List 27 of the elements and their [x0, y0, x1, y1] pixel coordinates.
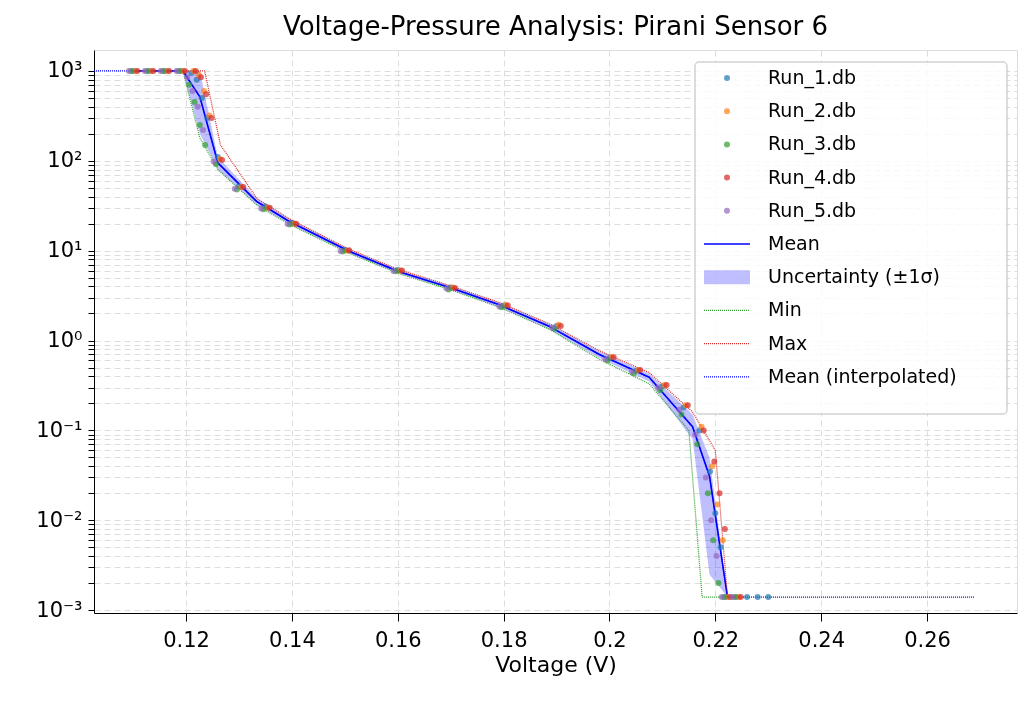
x-tick-label: 0.18: [480, 627, 528, 652]
legend-label: Mean: [768, 232, 820, 254]
y-tick-label: 10⁰: [47, 328, 83, 353]
x-tick-label: 0.22: [692, 627, 740, 652]
y-tick-label: 10²: [47, 148, 83, 173]
x-axis-title: Voltage (V): [495, 651, 617, 677]
y-tick-label: 10⁻¹: [36, 417, 83, 442]
legend-label: Run_1.db: [768, 66, 857, 89]
legend-label: Mean (interpolated): [768, 364, 957, 387]
annotation: Uncertainty (±1σ): [768, 265, 940, 288]
legend-label: Run_4.db: [768, 165, 857, 189]
chart-title: Voltage-Pressure Analysis: Pirani Sensor 6: [282, 11, 829, 41]
legend-label: Run_3.db: [768, 132, 857, 156]
legend-label: Run_5.db: [768, 198, 857, 222]
y-tick-label: 10¹: [47, 238, 83, 263]
legend-label: Max: [768, 331, 808, 354]
x-tick-label: 0.24: [798, 627, 846, 652]
x-tick-label: 0.16: [374, 627, 422, 652]
y-tick-label: 10³: [47, 58, 83, 83]
y-tick-label: 10⁻²: [36, 507, 83, 532]
legend-label: Min: [768, 298, 802, 321]
x-tick-label: 0.14: [269, 627, 316, 652]
x-tick-label: 0.12: [163, 627, 210, 652]
legend-label: Run_2.db: [768, 99, 857, 123]
y-tick-label: 10⁻³: [36, 597, 83, 622]
x-tick-label: 0.26: [904, 627, 951, 652]
x-tick-label: 0.2: [593, 627, 627, 652]
